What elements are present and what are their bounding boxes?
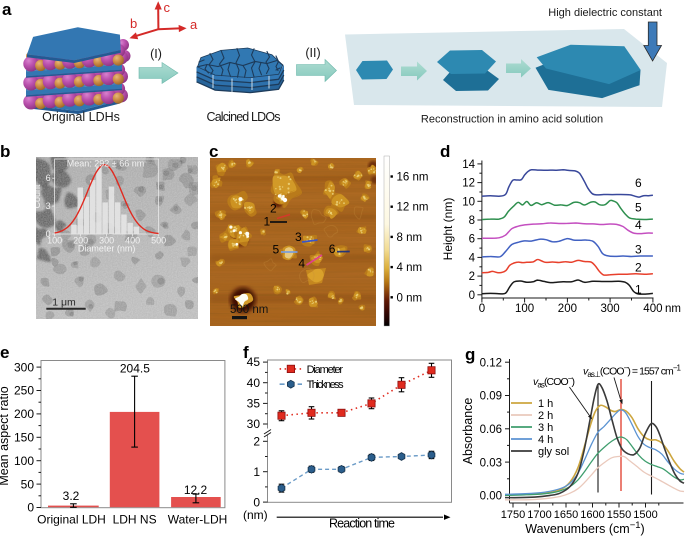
svg-text:10: 10 <box>462 196 475 208</box>
svg-text:500 nm: 500 nm <box>230 304 268 316</box>
svg-text:1750: 1750 <box>501 509 525 521</box>
svg-text:0.12: 0.12 <box>480 357 502 369</box>
svg-text:12: 12 <box>462 178 475 190</box>
svg-text:Diameter: Diameter <box>307 364 344 376</box>
svg-text:2 h: 2 h <box>538 410 553 422</box>
svg-text:c: c <box>164 0 171 15</box>
svg-text:High dielectric constant: High dielectric constant <box>548 7 662 19</box>
svg-text:3: 3 <box>295 230 302 244</box>
svg-text:50: 50 <box>21 477 35 491</box>
svg-text:4: 4 <box>298 256 305 270</box>
svg-text:4 h: 4 h <box>538 434 553 446</box>
svg-text:d: d <box>440 142 450 161</box>
svg-text:Reconstruction in amino acid s: Reconstruction in amino acid solution <box>421 114 603 126</box>
svg-text:Reaction time: Reaction time <box>329 517 395 531</box>
svg-text:6: 6 <box>329 242 336 256</box>
svg-text:100: 100 <box>515 303 534 315</box>
svg-text:300: 300 <box>601 303 620 315</box>
svg-text:Wavenumbers (cm−1): Wavenumbers (cm−1) <box>525 520 644 536</box>
svg-text:0.09: 0.09 <box>480 391 502 403</box>
svg-text:Original LDHs: Original LDHs <box>42 110 120 124</box>
svg-text:3: 3 <box>635 243 642 257</box>
svg-text:0: 0 <box>469 290 475 302</box>
svg-text:204.5: 204.5 <box>120 362 150 376</box>
svg-text:1 h: 1 h <box>538 398 553 410</box>
svg-text:0: 0 <box>479 303 485 315</box>
svg-text:3 h: 3 h <box>538 422 553 434</box>
svg-text:150: 150 <box>14 431 34 445</box>
svg-text:a: a <box>190 17 198 32</box>
svg-text:2: 2 <box>253 435 260 449</box>
svg-text:40: 40 <box>247 376 261 390</box>
svg-text:b: b <box>0 142 10 161</box>
svg-text:4: 4 <box>469 252 476 264</box>
svg-text:gly sol: gly sol <box>538 446 569 458</box>
svg-text:200: 200 <box>558 303 577 315</box>
svg-text:1: 1 <box>253 465 260 479</box>
svg-text:0.03: 0.03 <box>480 457 502 469</box>
svg-text:e: e <box>0 343 9 362</box>
svg-text:a: a <box>2 0 12 19</box>
svg-text:nm: nm <box>665 303 681 315</box>
svg-text:0: 0 <box>27 501 34 515</box>
svg-text:100: 100 <box>14 454 34 468</box>
svg-text:1: 1 <box>264 215 271 229</box>
svg-text:2: 2 <box>469 271 475 283</box>
svg-text:200: 200 <box>14 407 34 421</box>
svg-text:12.2: 12.2 <box>184 483 208 497</box>
svg-text:1700: 1700 <box>527 509 551 521</box>
svg-text:400: 400 <box>643 303 662 315</box>
svg-text:4 nm: 4 nm <box>397 262 423 274</box>
svg-text:(I): (I) <box>150 47 162 61</box>
svg-text:Thickness: Thickness <box>307 379 345 391</box>
svg-text:12 nm: 12 nm <box>397 202 429 214</box>
svg-text:2: 2 <box>270 202 277 216</box>
svg-text:1 μm: 1 μm <box>52 297 76 309</box>
svg-text:(II): (II) <box>305 46 320 60</box>
svg-text:14: 14 <box>462 159 475 171</box>
svg-text:8: 8 <box>469 215 475 227</box>
svg-text:3.2: 3.2 <box>63 489 80 503</box>
svg-text:Mean aspect ratio: Mean aspect ratio <box>0 386 11 485</box>
svg-text:1650: 1650 <box>554 509 578 521</box>
svg-text:6: 6 <box>46 173 51 183</box>
svg-text:0.00: 0.00 <box>480 491 502 503</box>
svg-text:500: 500 <box>151 236 166 246</box>
svg-text:1: 1 <box>635 283 642 297</box>
svg-text:6: 6 <box>635 176 642 190</box>
svg-text:Absorbance: Absorbance <box>461 398 475 465</box>
svg-text:LDH NS: LDH NS <box>113 513 157 527</box>
svg-text:g: g <box>465 345 475 364</box>
svg-text:16 nm: 16 nm <box>397 172 429 184</box>
svg-text:5: 5 <box>273 243 280 257</box>
svg-text:b: b <box>130 16 137 31</box>
svg-text:0.06: 0.06 <box>480 424 502 436</box>
svg-text:Mean: 292 ± 66 nm: Mean: 292 ± 66 nm <box>67 159 144 169</box>
svg-text:4: 4 <box>635 218 642 232</box>
svg-text:2: 2 <box>635 261 642 275</box>
svg-text:Water-LDH: Water-LDH <box>168 513 228 527</box>
svg-text:30: 30 <box>247 417 261 431</box>
svg-text:35: 35 <box>247 397 261 411</box>
svg-text:300: 300 <box>14 360 34 374</box>
svg-text:5: 5 <box>635 200 642 214</box>
svg-text:1550: 1550 <box>607 509 631 521</box>
svg-text:1600: 1600 <box>580 509 604 521</box>
svg-text:Diameter (nm): Diameter (nm) <box>78 244 136 254</box>
svg-text:(nm): (nm) <box>243 508 268 522</box>
svg-text:8 nm: 8 nm <box>397 232 423 244</box>
svg-text:Height (nm): Height (nm) <box>441 198 455 261</box>
svg-text:45: 45 <box>247 355 261 369</box>
svg-text:3: 3 <box>46 201 51 211</box>
svg-text:6: 6 <box>469 234 475 246</box>
svg-text:250: 250 <box>14 384 34 398</box>
svg-text:0 nm: 0 nm <box>397 292 423 304</box>
svg-text:Calcined LDOs: Calcined LDOs <box>207 110 281 124</box>
svg-text:Original LDH: Original LDH <box>37 513 106 527</box>
svg-text:100: 100 <box>47 236 62 246</box>
